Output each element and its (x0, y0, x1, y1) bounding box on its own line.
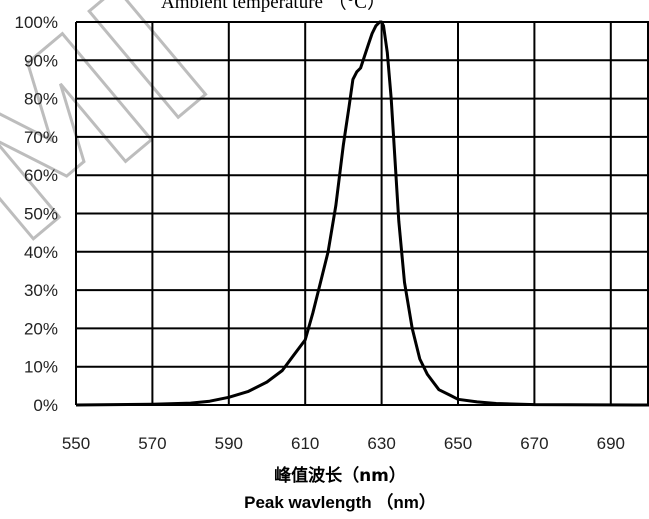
x-tick-label: 690 (597, 434, 625, 453)
spectrum-line (75, 20, 649, 407)
x-tick-labels: 550 570 590 610 630 650 670 690 (62, 434, 625, 453)
y-tick-label: 70% (24, 128, 58, 147)
y-tick-label: 20% (24, 319, 58, 338)
x-tick-label: 570 (138, 434, 166, 453)
y-tick-label: 30% (24, 281, 58, 300)
x-tick-label: 550 (62, 434, 90, 453)
x-tick-label: 590 (215, 434, 243, 453)
y-tick-label: 10% (24, 358, 58, 377)
y-tick-label: 100% (15, 13, 58, 32)
y-tick-label: 50% (24, 205, 58, 224)
y-tick-label: 80% (24, 90, 58, 109)
chart-top-title: Ambient temperature （°C） (161, 0, 386, 13)
y-tick-label: 90% (24, 51, 58, 70)
y-tick-label: 0% (33, 396, 58, 415)
x-tick-label: 610 (291, 434, 319, 453)
grid (75, 21, 649, 406)
y-tick-label: 60% (24, 166, 58, 185)
x-tick-label: 670 (520, 434, 548, 453)
y-tick-label: 40% (24, 243, 58, 262)
x-tick-label: 630 (367, 434, 395, 453)
x-axis-label-chinese: 峰值波长（nm） (274, 465, 406, 486)
x-tick-label: 650 (444, 434, 472, 453)
x-axis-label-english: Peak wavlength （nm） (244, 492, 436, 512)
y-tick-labels: 0% 10% 20% 30% 40% 50% 60% 70% 80% 90% 100% (15, 13, 58, 415)
